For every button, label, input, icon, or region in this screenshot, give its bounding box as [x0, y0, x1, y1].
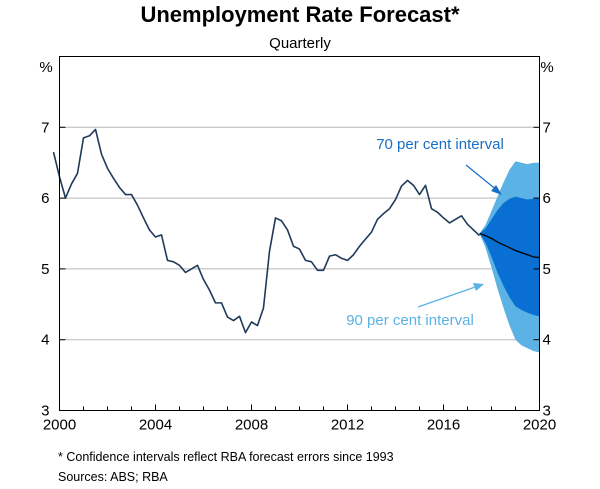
y-tick-label-left-5: 5: [41, 261, 49, 278]
y-unit-right: %: [540, 59, 553, 76]
axis-ticks: 3 3 4 4 5 5 6 6 7 7 2000 2004 2008 2012 2016 2020: [41, 119, 556, 433]
series-lines: [52, 128, 540, 334]
x-tick-label-2012: 2012: [331, 417, 364, 434]
y-tick-label-right-6: 6: [543, 190, 551, 207]
gridlines: [59, 126, 540, 341]
y-tick-label-right-7: 7: [543, 119, 551, 136]
y-tick-label-right-4: 4: [543, 332, 551, 349]
sources-note: Sources: ABS; RBA: [58, 470, 168, 484]
x-tick-label-2016: 2016: [427, 417, 460, 434]
annotation-70-interval: 70 per cent interval: [376, 136, 504, 153]
band-70-interval: [479, 196, 540, 317]
chart-subtitle: Quarterly: [269, 35, 331, 52]
annotation-90-interval: 90 per cent interval: [346, 312, 474, 329]
footnote: * Confidence intervals reflect RBA forec…: [58, 450, 394, 464]
y-tick-label-right-5: 5: [543, 261, 551, 278]
y-tick-label-left-3: 3: [41, 403, 49, 420]
series-line-forecast: [479, 232, 540, 259]
y-unit-left: %: [39, 59, 52, 76]
chart-title: Unemployment Rate Forecast*: [140, 2, 460, 27]
series-line-actual: [52, 128, 481, 334]
confidence-bands: [479, 161, 540, 353]
annotation-90-arrow: [417, 285, 479, 308]
y-tick-label-left-4: 4: [41, 332, 49, 349]
y-tick-label-right-3: 3: [543, 403, 551, 420]
x-tick-label-2004: 2004: [139, 417, 172, 434]
x-tick-label-2020: 2020: [523, 417, 556, 434]
plot-frame: [59, 56, 540, 411]
annotation-70-arrowhead: [491, 185, 502, 195]
x-tick-label-2000: 2000: [43, 417, 76, 434]
annotation-90-arrowhead: [473, 283, 484, 291]
y-tick-label-left-6: 6: [41, 190, 49, 207]
x-tick-label-2008: 2008: [235, 417, 268, 434]
y-tick-label-left-7: 7: [41, 119, 49, 136]
annotation-70-arrow: [465, 164, 499, 192]
